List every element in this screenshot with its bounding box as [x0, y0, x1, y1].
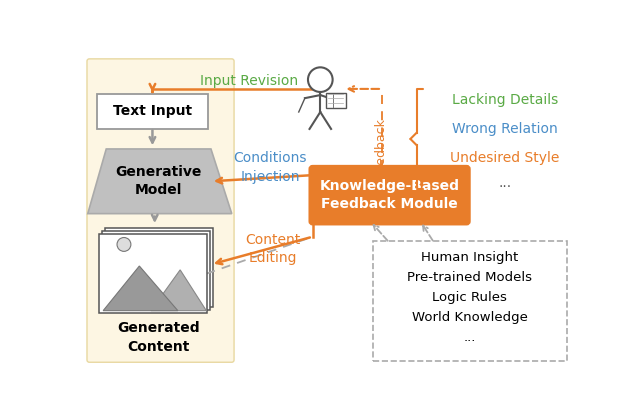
- Polygon shape: [88, 149, 232, 214]
- FancyBboxPatch shape: [87, 59, 234, 362]
- FancyArrowPatch shape: [374, 225, 388, 241]
- Text: Input Revision: Input Revision: [200, 74, 298, 88]
- FancyBboxPatch shape: [326, 93, 346, 108]
- Text: Wrong Relation: Wrong Relation: [452, 122, 558, 136]
- FancyBboxPatch shape: [310, 166, 470, 224]
- FancyBboxPatch shape: [97, 94, 208, 129]
- Text: Human Insight
Pre-trained Models
Logic Rules
World Knowledge
...: Human Insight Pre-trained Models Logic R…: [407, 251, 532, 344]
- Polygon shape: [151, 270, 206, 311]
- FancyArrowPatch shape: [216, 237, 310, 264]
- FancyArrowPatch shape: [423, 226, 433, 241]
- Text: Content
Editing: Content Editing: [245, 233, 300, 265]
- Circle shape: [308, 67, 333, 92]
- FancyBboxPatch shape: [372, 241, 566, 362]
- Text: Feedback: Feedback: [374, 117, 387, 176]
- Circle shape: [117, 237, 131, 251]
- Text: Undesired Style: Undesired Style: [451, 151, 560, 165]
- FancyArrowPatch shape: [349, 86, 379, 92]
- Text: Text Input: Text Input: [113, 104, 192, 118]
- Polygon shape: [103, 266, 178, 311]
- FancyArrowPatch shape: [150, 130, 156, 143]
- FancyArrowPatch shape: [216, 175, 310, 184]
- Text: Generative
Model: Generative Model: [115, 165, 202, 197]
- Text: Knowledge-Based
Feedback Module: Knowledge-Based Feedback Module: [319, 179, 460, 211]
- Text: Conditions
Injection: Conditions Injection: [234, 151, 307, 184]
- Text: Generated
Content: Generated Content: [117, 321, 200, 354]
- FancyArrowPatch shape: [150, 84, 156, 92]
- FancyArrowPatch shape: [152, 215, 157, 220]
- FancyBboxPatch shape: [106, 228, 213, 307]
- Text: Lacking Details: Lacking Details: [452, 93, 558, 107]
- Text: ...: ...: [499, 176, 511, 190]
- FancyBboxPatch shape: [102, 231, 210, 310]
- FancyBboxPatch shape: [99, 234, 207, 313]
